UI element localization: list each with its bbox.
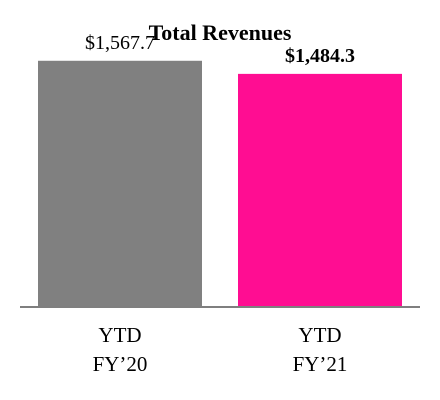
bars-layer (38, 60, 402, 307)
bar-1 (38, 60, 202, 307)
x-tick-label-1-line-1: YTD (98, 323, 141, 347)
x-tick-label-1-line-2: FY’20 (93, 352, 148, 376)
x-tick-labels-layer: YTD FY’20 YTD FY’21 (93, 323, 348, 376)
chart-title: Total Revenues (149, 20, 292, 45)
x-tick-label-2-line-2: FY’21 (293, 352, 348, 376)
x-tick-label-2-line-1: YTD (298, 323, 341, 347)
data-label-1: $1,567.7 (85, 32, 155, 54)
data-labels-layer: $1,567.7 $1,484.3 (85, 32, 355, 67)
bar-2 (238, 73, 402, 307)
data-label-2: $1,484.3 (285, 45, 355, 67)
